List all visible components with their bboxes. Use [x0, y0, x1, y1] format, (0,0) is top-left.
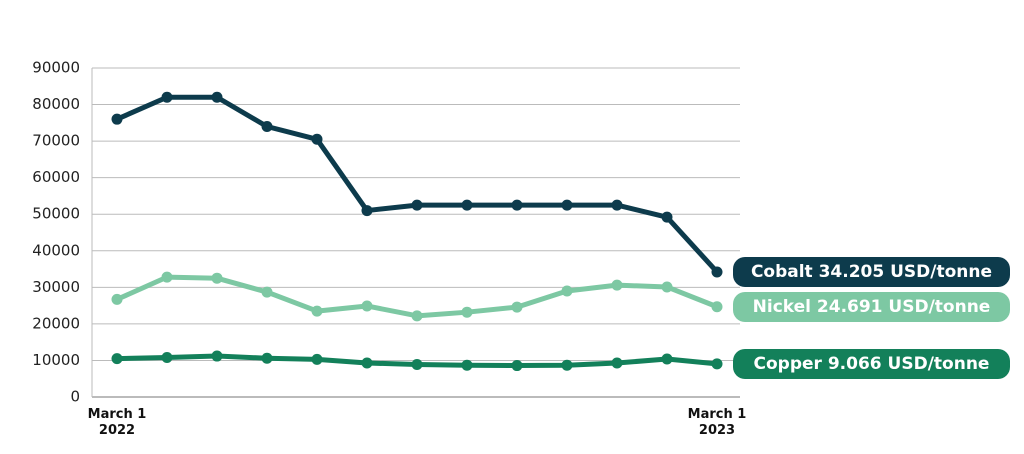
data-point: [211, 91, 223, 103]
data-point: [161, 91, 173, 103]
series-label: Copper 9.066 USD/tonne: [733, 348, 1010, 379]
data-point: [461, 359, 473, 371]
data-point: [561, 285, 573, 297]
y-tick-label: 30000: [32, 278, 80, 296]
data-point: [561, 199, 573, 211]
data-point: [461, 306, 473, 318]
y-tick-label: 10000: [32, 351, 80, 369]
data-point: [261, 352, 273, 364]
data-point: [561, 359, 573, 371]
data-point: [411, 199, 423, 211]
data-point: [361, 357, 373, 369]
data-point: [311, 305, 323, 317]
x-tick-label: March 1 2023: [687, 407, 747, 438]
data-point: [711, 358, 723, 370]
y-tick-label: 90000: [32, 59, 80, 77]
data-point: [661, 211, 673, 223]
series-line: [115, 274, 718, 319]
data-point: [111, 113, 123, 125]
data-point: [611, 279, 623, 291]
data-point: [611, 199, 623, 211]
data-point: [711, 266, 723, 278]
data-point: [461, 199, 473, 211]
data-point: [511, 199, 523, 211]
data-point: [111, 293, 123, 305]
data-point: [411, 358, 423, 370]
series-label: Cobalt 34.205 USD/tonne: [733, 256, 1010, 287]
data-point: [661, 281, 673, 293]
y-tick-label: 70000: [32, 132, 80, 150]
data-point: [311, 133, 323, 145]
data-point: [261, 286, 273, 298]
y-tick-label: 80000: [32, 95, 80, 113]
data-point: [311, 353, 323, 365]
data-point: [361, 205, 373, 217]
y-tick-label: 50000: [32, 205, 80, 223]
data-point: [511, 360, 523, 372]
data-point: [211, 272, 223, 284]
y-tick-label: 40000: [32, 241, 80, 259]
data-point: [361, 300, 373, 312]
data-point: [261, 120, 273, 132]
y-tick-label: 60000: [32, 168, 80, 186]
data-point: [161, 352, 173, 364]
data-point: [511, 301, 523, 313]
x-tick-label: March 1 2022: [87, 407, 147, 438]
y-tick-label: 0: [70, 388, 80, 406]
y-tick-label: 20000: [32, 314, 80, 332]
data-point: [211, 350, 223, 362]
data-point: [711, 301, 723, 313]
data-point: [411, 310, 423, 322]
series-line: [115, 94, 719, 274]
data-point: [111, 353, 123, 365]
data-point: [661, 353, 673, 365]
data-point: [611, 357, 623, 369]
data-point: [161, 271, 173, 283]
series-label: Nickel 24.691 USD/tonne: [733, 291, 1010, 322]
